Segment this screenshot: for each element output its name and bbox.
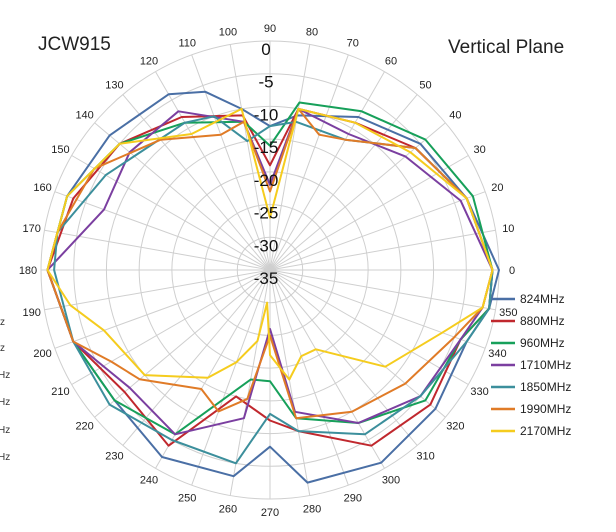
cutoff-labels: z z Hz Hz Hz Hz xyxy=(0,317,10,463)
angle-tick-label: 200 xyxy=(33,348,51,360)
cutoff-legend-fragment: Hz xyxy=(0,425,10,436)
angle-tick-label: 40 xyxy=(449,109,461,121)
series-line-1990mhz xyxy=(46,107,494,420)
angle-labels: 0 10 20 30 40 50 60 70 80 90 100 110 120 130 140 150 160… xyxy=(19,23,518,519)
radial-tick-label: -30 xyxy=(254,236,279,255)
grid-spoke xyxy=(269,71,385,271)
angle-tick-label: 100 xyxy=(219,27,237,39)
legend-label: 2170MHz xyxy=(520,424,571,438)
cutoff-legend-fragment: Hz xyxy=(0,397,10,408)
angle-tick-label: 180 xyxy=(19,265,37,277)
series-line-2170mhz xyxy=(46,107,494,381)
angle-tick-label: 260 xyxy=(219,503,237,515)
legend-label: 960MHz xyxy=(520,336,565,350)
angle-tick-label: 0 xyxy=(509,265,515,277)
angle-tick-label: 10 xyxy=(502,223,514,235)
grid-spoke xyxy=(269,44,311,271)
angle-tick-label: 20 xyxy=(491,182,503,194)
radial-tick-label: -15 xyxy=(254,138,279,157)
radial-tick-label: -25 xyxy=(254,204,279,223)
grid-spoke xyxy=(54,269,271,349)
grid-spoke xyxy=(44,269,271,311)
angle-tick-label: 110 xyxy=(178,38,196,50)
radial-tick-label: -35 xyxy=(254,269,279,288)
angle-tick-label: 50 xyxy=(419,80,431,92)
grid-spoke xyxy=(155,71,271,271)
angle-tick-label: 330 xyxy=(470,386,488,398)
grid-spoke xyxy=(122,269,271,446)
grid-spoke xyxy=(229,44,271,271)
grid-spoke xyxy=(269,229,496,271)
angle-tick-label: 230 xyxy=(105,450,123,462)
legend-label: 1990MHz xyxy=(520,402,571,416)
radial-tick-label: 0 xyxy=(261,40,270,59)
angle-tick-label: 140 xyxy=(75,109,93,121)
grid-spoke xyxy=(94,269,271,418)
grid-spoke xyxy=(71,269,271,385)
angle-tick-label: 150 xyxy=(51,144,69,156)
angle-tick-label: 300 xyxy=(382,475,400,487)
angle-tick-label: 340 xyxy=(488,348,506,360)
grid-spoke xyxy=(269,269,496,311)
angle-tick-label: 120 xyxy=(140,55,158,67)
angle-tick-label: 190 xyxy=(22,307,40,319)
grid-spoke xyxy=(54,191,271,271)
legend-label: 1710MHz xyxy=(520,358,571,372)
angle-tick-label: 290 xyxy=(344,492,362,504)
angle-tick-label: 30 xyxy=(473,144,485,156)
grid-spoke xyxy=(71,155,271,271)
angle-tick-label: 70 xyxy=(347,38,359,50)
grid-spoke xyxy=(269,269,349,486)
chart-title-left: JCW915 xyxy=(38,34,111,55)
angle-tick-label: 160 xyxy=(33,182,51,194)
angle-tick-label: 350 xyxy=(499,307,517,319)
angle-tick-label: 240 xyxy=(140,475,158,487)
grid-spoke xyxy=(269,94,418,271)
chart-title-right: Vertical Plane xyxy=(448,37,565,58)
grid-spoke xyxy=(191,54,271,271)
angle-tick-label: 280 xyxy=(303,503,321,515)
cutoff-legend-fragment: z xyxy=(0,317,5,328)
grid-spoke xyxy=(191,269,271,486)
cutoff-legend-fragment: Hz xyxy=(0,370,10,381)
grid-spoke xyxy=(94,122,271,271)
angle-tick-label: 320 xyxy=(446,421,464,433)
angle-tick-label: 130 xyxy=(105,80,123,92)
angle-tick-label: 220 xyxy=(75,421,93,433)
legend-label: 880MHz xyxy=(520,314,565,328)
radial-tick-label: -5 xyxy=(258,73,273,92)
cutoff-legend-fragment: Hz xyxy=(0,452,10,463)
radial-tick-label: -10 xyxy=(254,105,279,124)
grid-spoke xyxy=(269,122,446,271)
grid-spoke xyxy=(269,269,311,496)
grid-spoke xyxy=(269,54,349,271)
angle-tick-label: 210 xyxy=(51,386,69,398)
grid-spoke xyxy=(269,269,469,385)
grid-spoke xyxy=(269,191,486,271)
grid-spoke xyxy=(269,155,469,271)
grid-spoke xyxy=(269,269,385,469)
angle-tick-label: 60 xyxy=(385,55,397,67)
series-layer xyxy=(46,90,500,484)
angle-tick-label: 310 xyxy=(416,450,434,462)
legend-label: 824MHz xyxy=(520,292,565,306)
legend-label: 1850MHz xyxy=(520,380,571,394)
grid-spoke xyxy=(155,269,271,469)
cutoff-legend-fragment: z xyxy=(0,343,5,354)
angle-tick-label: 170 xyxy=(22,223,40,235)
angle-tick-label: 90 xyxy=(264,23,276,35)
angle-tick-label: 80 xyxy=(306,27,318,39)
grid-spoke xyxy=(44,229,271,271)
angle-tick-label: 270 xyxy=(261,507,279,519)
grid-spoke xyxy=(269,269,446,418)
radial-tick-label: -20 xyxy=(254,171,279,190)
radial-labels: 0 -5 -10 -15 -20 -25 -30 -35 xyxy=(254,40,279,288)
angle-tick-label: 250 xyxy=(178,492,196,504)
legend: 824MHz 880MHz 960MHz 1710MHz 1850MHz 1990MHz 2… xyxy=(491,292,571,438)
grid-spoke xyxy=(269,269,486,349)
grid-spoke xyxy=(122,94,271,271)
grid-spoke xyxy=(229,269,271,496)
